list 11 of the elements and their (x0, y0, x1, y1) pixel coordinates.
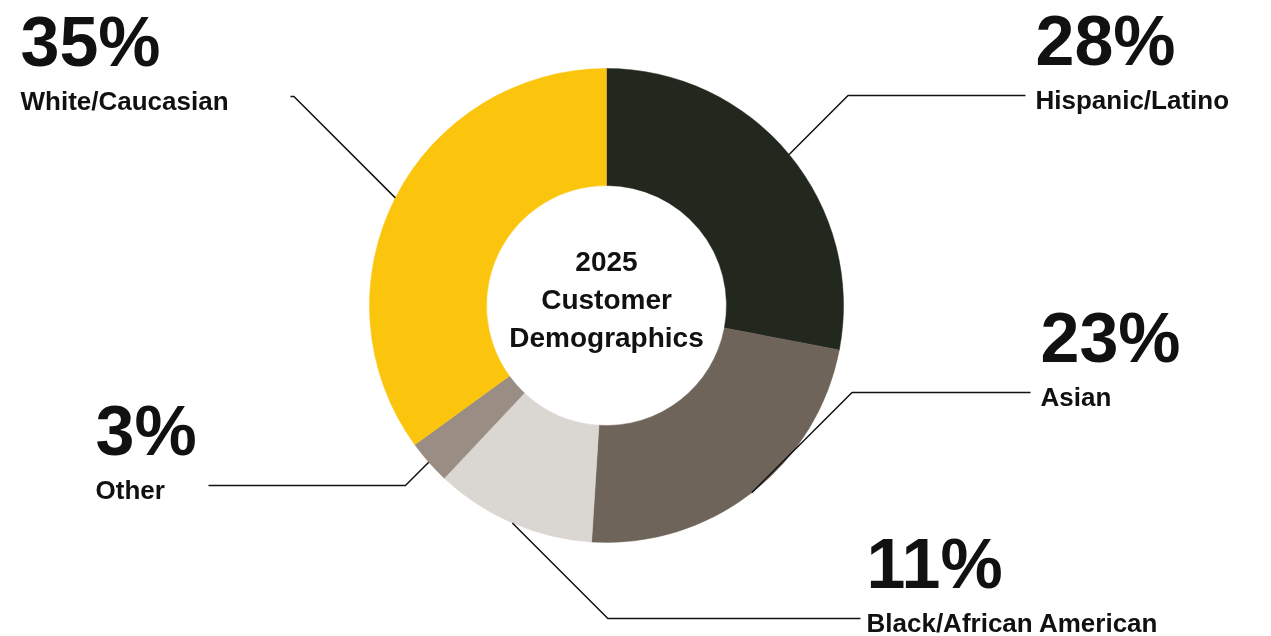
data-label: 23% (1040, 298, 1181, 377)
data-label: 11% (866, 524, 1003, 603)
text: 2025 Customer Demographics (509, 246, 704, 353)
slice-label: Other (95, 474, 165, 505)
slice-label: Asian (1040, 381, 1112, 412)
data-label: 28% (1035, 1, 1176, 80)
slice-label: White/Caucasian (20, 85, 229, 116)
data-label: 35% (20, 2, 161, 81)
data-label: 3% (95, 391, 197, 470)
slice-label: Hispanic/Latino (1035, 84, 1230, 115)
slice-label: Black/African American (866, 607, 1158, 636)
